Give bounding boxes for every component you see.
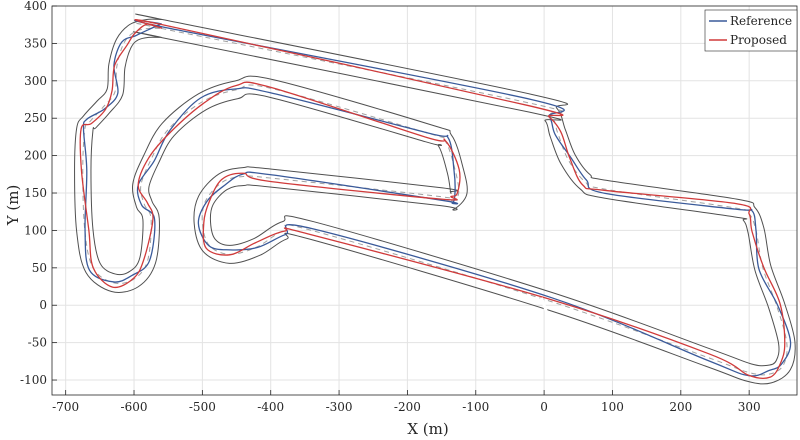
y-tick-label: 200 bbox=[24, 149, 47, 163]
track-centerline bbox=[82, 22, 788, 376]
y-tick-label: -50 bbox=[28, 336, 47, 350]
track-inner-boundary bbox=[90, 31, 780, 367]
x-tick-label: -300 bbox=[326, 400, 353, 414]
legend-box bbox=[704, 9, 798, 52]
x-tick-label: 0 bbox=[540, 400, 548, 414]
reference-trajectory bbox=[82, 19, 792, 377]
start-finish-line bbox=[539, 297, 549, 314]
y-tick-label: 0 bbox=[39, 298, 47, 312]
y-tick-label: 300 bbox=[24, 74, 47, 88]
x-tick-label: -100 bbox=[462, 400, 489, 414]
y-tick-label: 100 bbox=[24, 223, 47, 237]
y-tick-label: 400 bbox=[24, 0, 47, 13]
x-axis-label: X (m) bbox=[407, 420, 448, 438]
x-tick-label: -500 bbox=[189, 400, 216, 414]
y-tick-label: 150 bbox=[24, 186, 47, 200]
y-tick-label: 50 bbox=[32, 261, 47, 275]
track-outer-boundary bbox=[74, 13, 796, 385]
y-tick-label: 250 bbox=[24, 111, 47, 125]
track-layer bbox=[74, 13, 796, 385]
x-tick-label: 300 bbox=[738, 400, 761, 414]
legend-reference-label: Reference bbox=[730, 14, 792, 28]
x-tick-label: -600 bbox=[121, 400, 148, 414]
legend: Reference Proposed bbox=[704, 9, 798, 52]
legend-proposed-label: Proposed bbox=[730, 33, 787, 47]
axes: -700 -600 -500 -400 -300 -200 -100 0 100 200 300-1… bbox=[20, 0, 798, 414]
x-tick-label: 200 bbox=[669, 400, 692, 414]
x-tick-label: -700 bbox=[52, 400, 79, 414]
x-tick-label: -200 bbox=[394, 400, 421, 414]
x-tick-label: 100 bbox=[601, 400, 624, 414]
plot-frame bbox=[51, 5, 798, 396]
proposed-trajectory bbox=[79, 19, 786, 380]
y-tick-label: 350 bbox=[24, 36, 47, 50]
y-tick-label: -100 bbox=[20, 373, 47, 387]
y-axis-label: Y (m) bbox=[4, 185, 22, 227]
x-tick-label: -400 bbox=[257, 400, 284, 414]
